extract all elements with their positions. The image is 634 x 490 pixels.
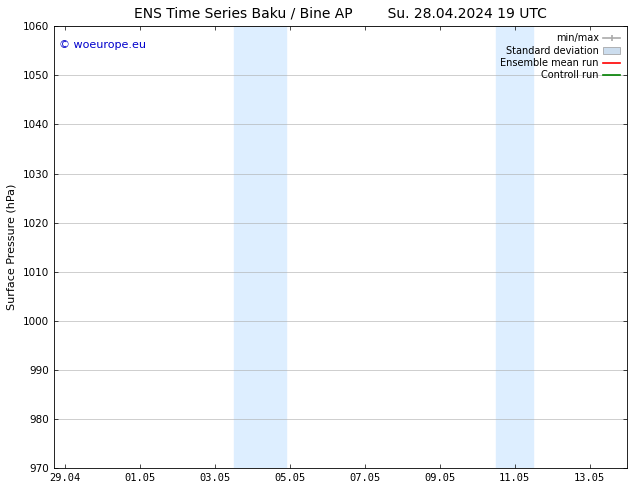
Bar <box>496 26 533 468</box>
Legend: min/max, Standard deviation, Ensemble mean run, Controll run: min/max, Standard deviation, Ensemble me… <box>498 31 622 82</box>
Y-axis label: Surface Pressure (hPa): Surface Pressure (hPa) <box>7 184 17 311</box>
Title: ENS Time Series Baku / Bine AP        Su. 28.04.2024 19 UTC: ENS Time Series Baku / Bine AP Su. 28.04… <box>134 7 547 21</box>
Text: © woeurope.eu: © woeurope.eu <box>60 40 146 49</box>
Bar <box>233 26 286 468</box>
